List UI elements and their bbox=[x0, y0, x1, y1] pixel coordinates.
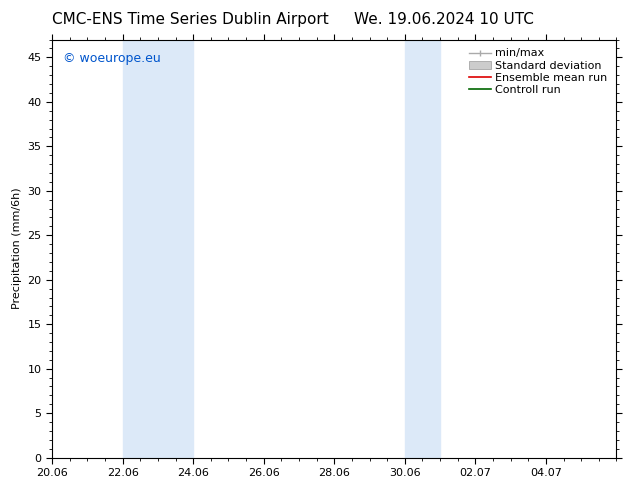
Text: We. 19.06.2024 10 UTC: We. 19.06.2024 10 UTC bbox=[354, 12, 534, 27]
Y-axis label: Precipitation (mm/6h): Precipitation (mm/6h) bbox=[12, 188, 22, 309]
Legend: min/max, Standard deviation, Ensemble mean run, Controll run: min/max, Standard deviation, Ensemble me… bbox=[465, 45, 611, 98]
Bar bbox=[122, 40, 193, 458]
Text: CMC-ENS Time Series Dublin Airport: CMC-ENS Time Series Dublin Airport bbox=[52, 12, 328, 27]
Bar bbox=[405, 40, 440, 458]
Text: © woeurope.eu: © woeurope.eu bbox=[63, 52, 161, 65]
